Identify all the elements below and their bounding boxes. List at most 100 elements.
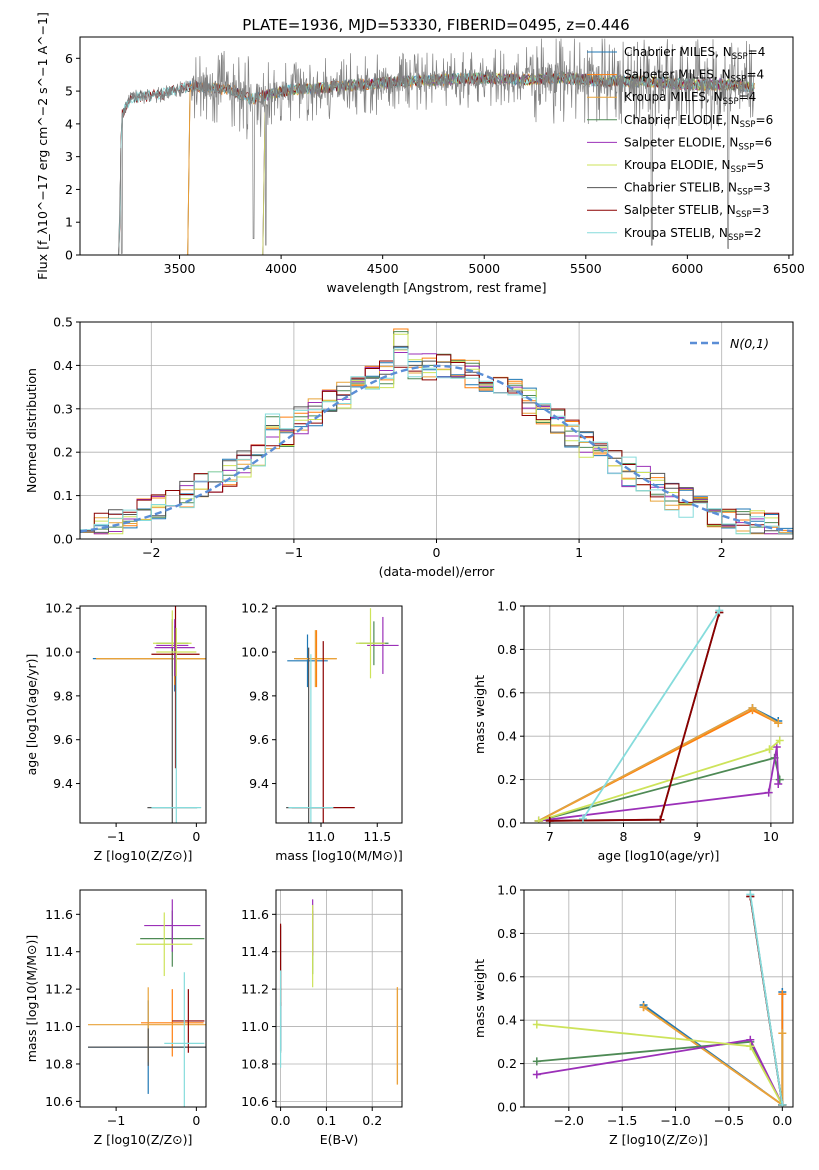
x-axis-label: wavelength [Angstrom, rest frame] — [326, 280, 546, 295]
data-point-marker — [532, 1057, 541, 1066]
mass-weight-line — [549, 612, 721, 822]
y-tick-label: 0.6 — [497, 969, 517, 984]
plot-area — [92, 606, 206, 823]
x-tick-label: 0.0 — [772, 1113, 792, 1128]
legend-label: Kroupa MILES, N — [624, 90, 723, 104]
data-point-marker — [639, 1003, 648, 1012]
x-tick-label: 6000 — [671, 261, 703, 276]
mass-weight-line — [536, 1023, 784, 1106]
mass-weight-line — [538, 739, 781, 822]
legend-subscript: SSP — [737, 188, 753, 198]
y-tick-label: 0.4 — [497, 1013, 517, 1028]
y-axis-label: mass weight — [472, 675, 487, 754]
massweight-vs-metallicity-panel: −2.0 −1.5 −1.0 −0.5 0.0 0.0 0.2 0.4 0.6 0.8 1.0 Z [… — [472, 883, 794, 1147]
y-axis-label: mass weight — [472, 959, 487, 1038]
mass-weight-line — [549, 612, 721, 822]
legend-subscript: SSP — [738, 142, 754, 152]
axes-frame — [275, 605, 403, 824]
y-tick-label: 0.6 — [497, 685, 517, 700]
legend-entry: Kroupa ELODIE, NSSP=5 — [624, 158, 764, 175]
plot-area — [279, 899, 399, 1085]
y-tick-label: 0.4 — [497, 729, 517, 744]
observed-spectrum-line — [118, 38, 755, 255]
data-point-marker — [545, 816, 554, 823]
x-tick-label: 5000 — [468, 261, 500, 276]
x-tick-label: −2 — [142, 545, 160, 560]
y-tick-label: 0.0 — [53, 532, 73, 547]
y-tick-label: 0.2 — [497, 772, 517, 787]
plot-area — [534, 606, 784, 823]
x-tick-label: 4500 — [367, 261, 399, 276]
legend-subscript: SSP — [736, 210, 752, 220]
mass-weight-line — [749, 894, 784, 1105]
y-tick-label: 0.0 — [497, 1100, 517, 1115]
legend-subscript: SSP — [740, 120, 756, 130]
legend-subscript: SSP — [731, 165, 747, 175]
histogram-step-line — [80, 354, 793, 535]
y-tick-label: 11.2 — [45, 982, 73, 997]
data-point-marker — [765, 745, 774, 754]
plot-area — [532, 890, 787, 1107]
legend-entry: Chabrier ELODIE, NSSP=6 — [624, 113, 773, 130]
x-tick-label: 0.0 — [271, 1113, 291, 1128]
y-tick-label: 11.0 — [45, 1019, 73, 1034]
x-tick-label: −1 — [285, 545, 303, 560]
x-tick-label: 0.2 — [362, 1113, 382, 1128]
legend-tail: =3 — [753, 181, 771, 195]
legend-label: Chabrier MILES, N — [624, 45, 732, 59]
mass-weight-line — [536, 1040, 784, 1106]
axes-frame — [79, 889, 207, 1108]
plot-area — [286, 608, 399, 823]
legend-label: N(0,1) — [730, 336, 769, 351]
y-tick-label: 1.0 — [497, 599, 517, 614]
y-axis-label: Flux [f_λ10^−17 erg cm^−2 s^−1 A^−1] — [35, 12, 50, 280]
y-tick-label: 0.3 — [53, 401, 73, 416]
x-tick-label: −0.5 — [714, 1113, 744, 1128]
y-tick-label: 0.5 — [53, 315, 73, 330]
mass-weight-line — [538, 756, 781, 822]
data-point-marker — [746, 1042, 755, 1051]
x-axis-label: mass [log10(M/M⊙)] — [275, 848, 403, 863]
legend-label: Chabrier ELODIE, N — [624, 113, 740, 127]
legend-label: Salpeter STELIB, N — [624, 203, 736, 217]
y-tick-label: 9.8 — [249, 688, 269, 703]
figure-title: PLATE=1936, MJD=53330, FIBERID=0495, z=0… — [242, 16, 629, 34]
y-tick-label: 0.8 — [497, 926, 517, 941]
legend-entry: Salpeter STELIB, NSSP=3 — [624, 203, 769, 220]
mass-weight-line — [538, 709, 779, 822]
legend-entry: Salpeter MILES, NSSP=4 — [624, 68, 764, 85]
axes-frame — [523, 889, 794, 1108]
y-tick-label: 9.4 — [249, 776, 269, 791]
data-point-marker — [772, 743, 781, 752]
y-tick-label: 10.0 — [45, 645, 73, 660]
legend-subscript: SSP — [728, 233, 744, 243]
legend-entry: Chabrier MILES, NSSP=4 — [624, 45, 765, 62]
legend-entry: Kroupa MILES, NSSP=4 — [624, 90, 756, 107]
x-tick-label: 9 — [693, 829, 701, 844]
legend-entry: Kroupa STELIB, NSSP=2 — [624, 226, 762, 243]
x-axis-label: Z [log10(Z/Z⊙)] — [609, 1132, 708, 1147]
x-tick-label: −1.0 — [660, 1113, 690, 1128]
y-tick-label: 10.8 — [241, 1056, 269, 1071]
age-vs-mass-panel: 11.0 11.5 9.4 9.6 9.8 10.0 10.2 mass [log10(M/M… — [241, 601, 403, 863]
data-point-marker — [578, 814, 587, 823]
legend-label: Salpeter MILES, N — [624, 68, 731, 82]
legend-subscript: SSP — [723, 97, 739, 107]
x-tick-label: 4000 — [265, 261, 297, 276]
axes-frame — [79, 36, 794, 256]
y-tick-label: 10.2 — [45, 601, 73, 616]
y-tick-label: 0.4 — [53, 358, 73, 373]
data-point-marker — [534, 816, 543, 823]
data-point-marker — [656, 815, 665, 823]
y-tick-label: 10.0 — [241, 645, 269, 660]
mass-weight-line — [538, 706, 779, 822]
y-tick-label: 0.2 — [497, 1056, 517, 1071]
x-tick-label: 10 — [763, 829, 779, 844]
data-point-marker — [715, 606, 724, 615]
y-tick-label: 0.1 — [53, 488, 73, 503]
y-tick-label: 1.0 — [497, 883, 517, 898]
x-tick-label: 8 — [620, 829, 628, 844]
legend-label: Chabrier STELIB, N — [624, 181, 737, 195]
y-tick-label: 10.8 — [45, 1056, 73, 1071]
